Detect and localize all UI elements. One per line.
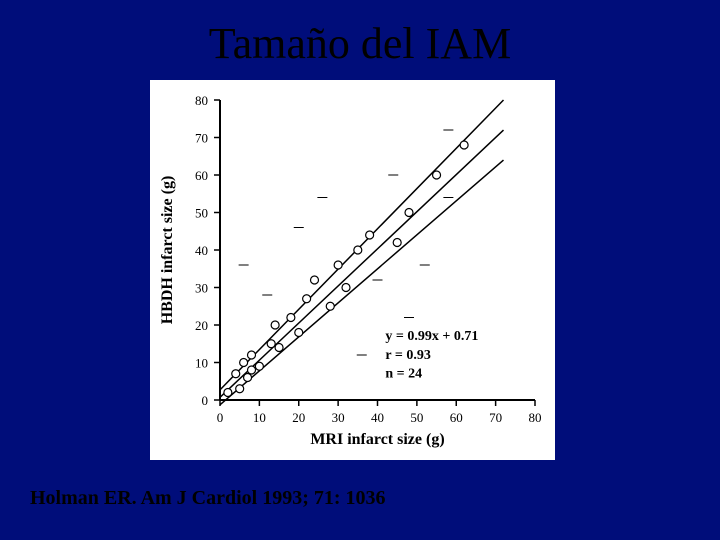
- svg-text:10: 10: [195, 356, 208, 371]
- svg-text:60: 60: [450, 410, 463, 425]
- svg-text:r = 0.93: r = 0.93: [385, 348, 430, 363]
- svg-text:n = 24: n = 24: [385, 367, 422, 382]
- svg-text:50: 50: [410, 410, 423, 425]
- svg-text:0: 0: [217, 410, 224, 425]
- svg-text:MRI infarct size (g): MRI infarct size (g): [310, 431, 444, 448]
- svg-text:40: 40: [371, 410, 384, 425]
- svg-text:30: 30: [195, 281, 208, 296]
- citation-text: Holman ER. Am J Cardiol 1993; 71: 1036: [30, 487, 386, 510]
- svg-text:0: 0: [202, 393, 209, 408]
- svg-text:80: 80: [195, 93, 208, 108]
- svg-text:HBDH infarct size (g): HBDH infarct size (g): [159, 176, 176, 325]
- svg-text:80: 80: [529, 410, 542, 425]
- svg-text:10: 10: [253, 410, 266, 425]
- svg-text:20: 20: [195, 318, 208, 333]
- svg-text:40: 40: [195, 243, 208, 258]
- svg-text:20: 20: [292, 410, 305, 425]
- svg-text:50: 50: [195, 206, 208, 221]
- scatter-chart: 0 10 20 30 40 50 60 70 80 0 10 20 30 40 50 60 70 80 y = 0.…: [150, 80, 555, 460]
- svg-text:y = 0.99x + 0.71: y = 0.99x + 0.71: [385, 329, 478, 344]
- svg-text:70: 70: [195, 131, 208, 146]
- slide-title: Tamaño del IAM: [0, 18, 720, 69]
- svg-text:70: 70: [489, 410, 502, 425]
- svg-text:60: 60: [195, 168, 208, 183]
- svg-text:30: 30: [332, 410, 345, 425]
